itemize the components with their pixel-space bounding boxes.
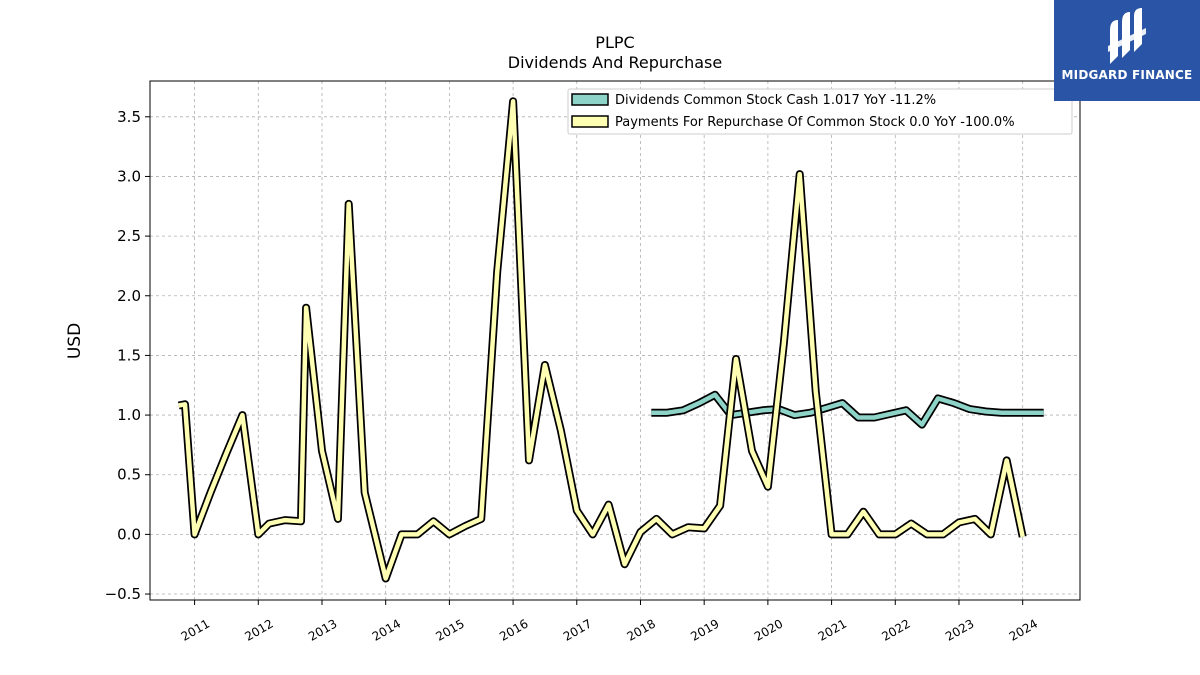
y-tick-label: 0.5 (117, 466, 141, 484)
series-lines (177, 97, 1044, 583)
x-tick-label: 2012 (242, 616, 275, 643)
legend: Dividends Common Stock Cash 1.017 YoY -1… (567, 88, 1073, 135)
x-tick-label: 2021 (816, 616, 849, 643)
y-axis-label: USD (65, 323, 85, 359)
brand-logo: MIDGARD FINANCE (1054, 0, 1200, 101)
x-tick-label: 2023 (943, 616, 976, 643)
y-tick-label: 1.0 (117, 406, 141, 424)
legend-label-dividends: Dividends Common Stock Cash 1.017 YoY -1… (615, 93, 936, 108)
chart-title: PLPC (595, 33, 634, 52)
y-tick-label: 2.0 (117, 287, 141, 305)
x-tick-label: 2022 (879, 616, 912, 643)
x-tick-label: 2013 (306, 616, 339, 643)
y-tick-label: 3.0 (117, 167, 141, 185)
y-tick-label: 1.5 (117, 346, 141, 364)
plot-frame (149, 80, 1081, 601)
y-axis: −0.5 0.0 0.5 1.0 1.5 2.0 2.5 3.0 3.5 (105, 108, 150, 603)
legend-swatch-repurchase (571, 115, 609, 128)
series-line-repurchase (178, 99, 1025, 581)
x-tick-label: 2016 (497, 616, 530, 643)
x-axis: 2011 2012 2013 2014 2015 2016 2017 2018 2019 2020… (179, 600, 1040, 644)
x-tick-label: 2018 (625, 616, 658, 643)
x-tick-label: 2011 (179, 616, 212, 643)
legend-box (567, 88, 1073, 135)
x-tick-label: 2015 (433, 616, 466, 643)
legend-swatch-dividends (571, 93, 609, 106)
y-tick-label: −0.5 (105, 585, 141, 603)
y-tick-label: 0.0 (117, 525, 141, 543)
brand-name: MIDGARD FINANCE (1061, 68, 1193, 82)
x-tick-label: 2014 (370, 616, 403, 643)
x-tick-label: 2017 (561, 616, 594, 643)
y-tick-label: 3.5 (117, 108, 141, 126)
x-tick-label: 2020 (752, 616, 785, 643)
y-tick-label: 2.5 (117, 227, 141, 245)
series-line-dividends (651, 392, 1044, 427)
midgard-logo-icon (1108, 8, 1146, 64)
chart-subtitle: Dividends And Repurchase (508, 53, 722, 72)
legend-label-repurchase: Payments For Repurchase Of Common Stock … (615, 115, 1015, 130)
x-tick-label: 2019 (688, 616, 721, 643)
x-tick-label: 2024 (1007, 616, 1040, 643)
